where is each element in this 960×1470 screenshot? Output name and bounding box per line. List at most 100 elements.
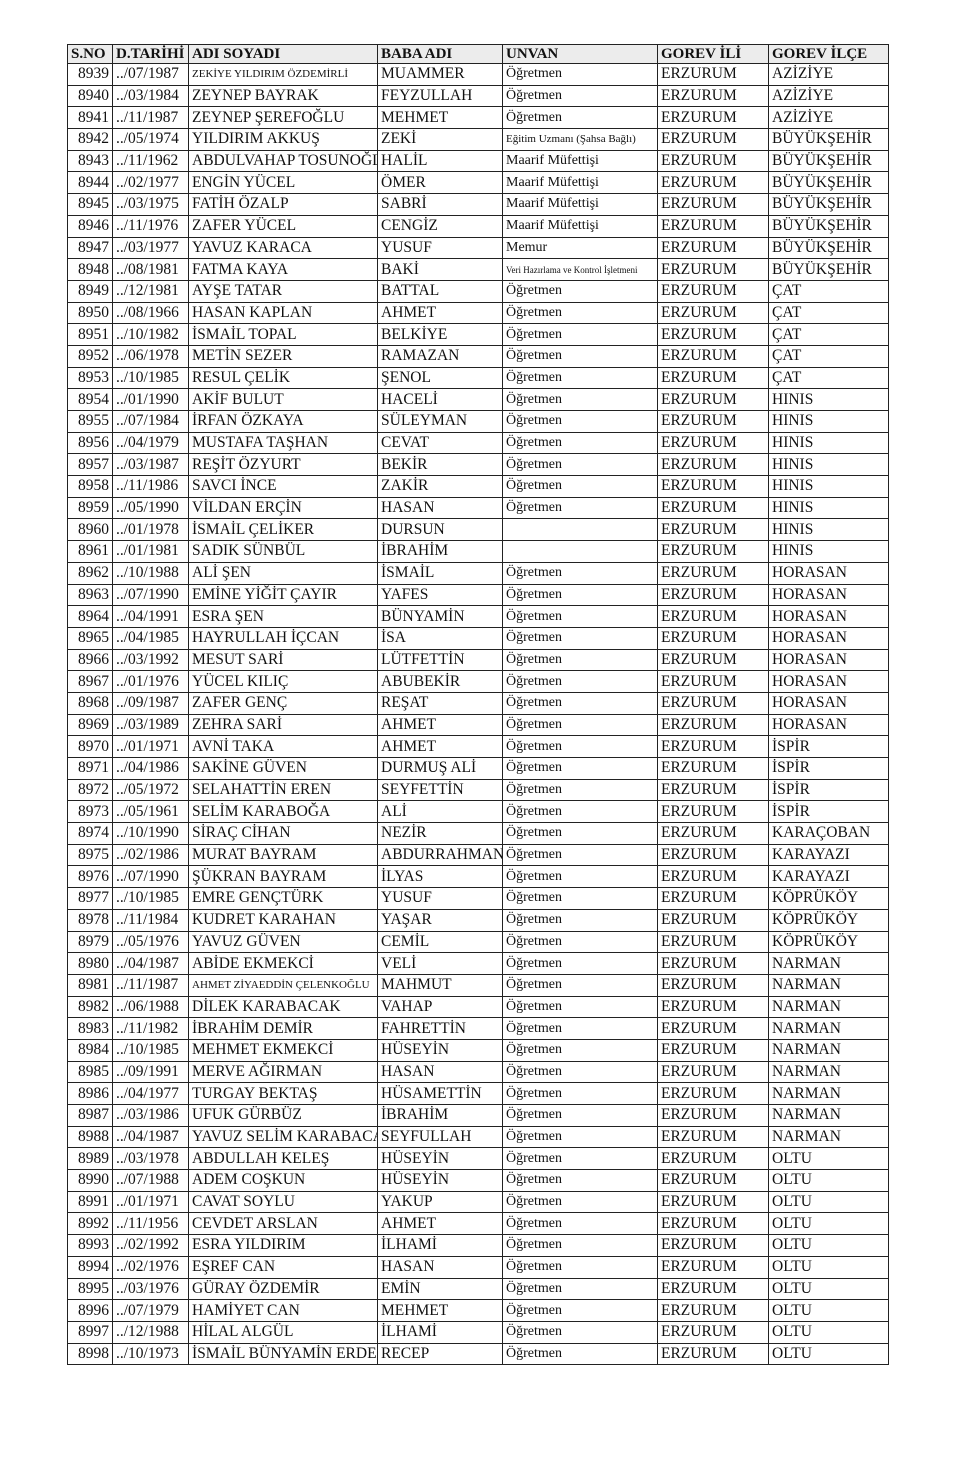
cell-title: Öğretmen: [502, 735, 658, 758]
cell-title: Öğretmen: [502, 1234, 658, 1257]
cell-full-name: YAVUZ SELİM KARABACAK: [188, 1125, 378, 1149]
cell-father-name: MUAMMER: [377, 63, 503, 86]
cell-birth-date: ../11/1982: [112, 1017, 189, 1040]
cell-father-name: ALİ: [377, 800, 503, 824]
cell-birth-date: ../04/1987: [112, 952, 189, 975]
cell-district: BÜYÜKŞEHİR: [768, 171, 889, 195]
cell-father-name: RECEP: [377, 1342, 503, 1366]
cell-sno: 8960: [67, 518, 113, 542]
cell-title: Öğretmen: [502, 279, 658, 303]
cell-district: OLTU: [768, 1190, 889, 1214]
cell-province: ERZURUM: [657, 1212, 769, 1236]
cell-province: ERZURUM: [657, 128, 769, 151]
cell-birth-date: ../04/1985: [112, 626, 189, 650]
cell-sno: 8975: [67, 843, 113, 867]
cell-title: Maarif Müfettişi: [502, 171, 658, 195]
cell-province: ERZURUM: [657, 561, 769, 585]
cell-full-name: FATMA KAYA: [188, 258, 378, 281]
cell-district: ÇAT: [768, 279, 889, 303]
cell-birth-date: ../07/1990: [112, 865, 189, 889]
cell-birth-date: ../03/1977: [112, 236, 189, 260]
cell-sno: 8997: [67, 1320, 113, 1344]
cell-full-name: İBRAHİM DEMİR: [188, 1017, 378, 1040]
cell-title: Öğretmen: [502, 843, 658, 867]
cell-district: KÖPRÜKÖY: [768, 887, 889, 910]
cell-birth-date: ../10/1990: [112, 822, 189, 845]
table-row: 8984 ../10/1985 MEHMET EKMEKCİ HÜSEYİN Öğret…: [67, 1038, 889, 1062]
cell-full-name: İSMAİL BÜNYAMİN ERDEM: [188, 1342, 378, 1366]
cell-title: Öğretmen: [502, 1342, 658, 1366]
cell-birth-date: ../12/1988: [112, 1320, 189, 1344]
table-row: 8969 ../03/1989 ZEHRA SARİ AHMET Öğretmen ERZ…: [67, 713, 889, 737]
cell-birth-date: ../01/1971: [112, 1190, 189, 1214]
cell-title: [502, 540, 658, 563]
cell-full-name: FATİH ÖZALP: [188, 193, 378, 216]
cell-district: BÜYÜKŞEHİR: [768, 258, 889, 281]
table-row: 8991 ../01/1971 CAVAT SOYLU YAKUP Öğretmen ER…: [67, 1190, 889, 1214]
cell-district: İSPİR: [768, 757, 889, 780]
cell-birth-date: ../01/1990: [112, 388, 189, 411]
cell-sno: 8978: [67, 908, 113, 932]
table-row: 8957 ../03/1987 REŞİT ÖZYURT BEKİR Öğretmen E…: [67, 453, 889, 477]
cell-title: Maarif Müfettişi: [502, 193, 658, 216]
cell-province: ERZURUM: [657, 1190, 769, 1214]
cell-birth-date: ../02/1992: [112, 1234, 189, 1257]
cell-father-name: SEYFULLAH: [377, 1125, 503, 1149]
cell-district: HORASAN: [768, 605, 889, 628]
cell-title: Öğretmen: [502, 973, 658, 997]
cell-full-name: REŞİT ÖZYURT: [188, 453, 378, 477]
cell-sno: 8949: [67, 279, 113, 303]
cell-province: ERZURUM: [657, 1147, 769, 1171]
table-row: 8981 ../11/1987 AHMET ZİYAEDDİN ÇELENKOĞLU…: [67, 973, 889, 997]
cell-province: ERZURUM: [657, 496, 769, 520]
cell-title: Öğretmen: [502, 605, 658, 628]
cell-sno: 8990: [67, 1169, 113, 1192]
cell-full-name: HİLAL ALGÜL: [188, 1320, 378, 1344]
table-row: 8978 ../11/1984 KUDRET KARAHAN YAŞAR Öğretme…: [67, 908, 889, 932]
cell-province: ERZURUM: [657, 1038, 769, 1062]
cell-province: ERZURUM: [657, 670, 769, 693]
table-row: 8989 ../03/1978 ABDULLAH KELEŞ HÜSEYİN Öğret…: [67, 1147, 889, 1171]
cell-district: ÇAT: [768, 344, 889, 368]
cell-father-name: CEMİL: [377, 930, 503, 954]
cell-birth-date: ../05/1976: [112, 930, 189, 954]
cell-province: ERZURUM: [657, 344, 769, 368]
cell-district: HORASAN: [768, 626, 889, 650]
table-row: 8974 ../10/1990 SİRAÇ CİHAN NEZİR Öğretmen ER…: [67, 822, 889, 845]
cell-father-name: REŞAT: [377, 691, 503, 715]
cell-title: Öğretmen: [502, 431, 658, 455]
table-row: 8968 ../09/1987 ZAFER GENÇ REŞAT Öğretmen ERZ…: [67, 691, 889, 715]
cell-father-name: HÜSAMETTİN: [377, 1082, 503, 1105]
cell-sno: 8957: [67, 453, 113, 477]
cell-district: BÜYÜKŞEHİR: [768, 214, 889, 238]
cell-province: ERZURUM: [657, 1342, 769, 1366]
cell-title: Öğretmen: [502, 1104, 658, 1127]
cell-province: ERZURUM: [657, 1299, 769, 1322]
cell-full-name: VİLDAN ERÇİN: [188, 496, 378, 520]
cell-district: HINIS: [768, 410, 889, 433]
cell-title: Öğretmen: [502, 691, 658, 715]
table-row: 8986 ../04/1977 TURGAY BEKTAŞ HÜSAMETTİN Öğr…: [67, 1082, 889, 1105]
cell-full-name: EMİNE YİĞİT ÇAYIR: [188, 583, 378, 607]
cell-full-name: ABİDE EKMEKCİ: [188, 952, 378, 975]
cell-province: ERZURUM: [657, 214, 769, 238]
cell-district: OLTU: [768, 1320, 889, 1344]
cell-sno: 8976: [67, 865, 113, 889]
cell-district: NARMAN: [768, 1017, 889, 1040]
cell-district: HINIS: [768, 388, 889, 411]
cell-district: ÇAT: [768, 301, 889, 325]
table-row: 8954 ../01/1990 AKİF BULUT HACELİ Öğretmen ER…: [67, 388, 889, 411]
cell-district: İSPİR: [768, 800, 889, 824]
cell-birth-date: ../02/1976: [112, 1255, 189, 1279]
table-row: 8976 ../07/1990 ŞÜKRAN BAYRAM İLYAS Öğretmen…: [67, 865, 889, 889]
cell-province: ERZURUM: [657, 366, 769, 390]
cell-sno: 8974: [67, 822, 113, 845]
cell-father-name: İLYAS: [377, 865, 503, 889]
cell-province: ERZURUM: [657, 388, 769, 411]
cell-father-name: ABDURRAHMAN: [377, 843, 503, 867]
cell-birth-date: ../06/1978: [112, 344, 189, 368]
cell-birth-date: ../05/1990: [112, 496, 189, 520]
cell-full-name: MURAT BAYRAM: [188, 843, 378, 867]
cell-title: Öğretmen: [502, 561, 658, 585]
cell-province: ERZURUM: [657, 1082, 769, 1105]
